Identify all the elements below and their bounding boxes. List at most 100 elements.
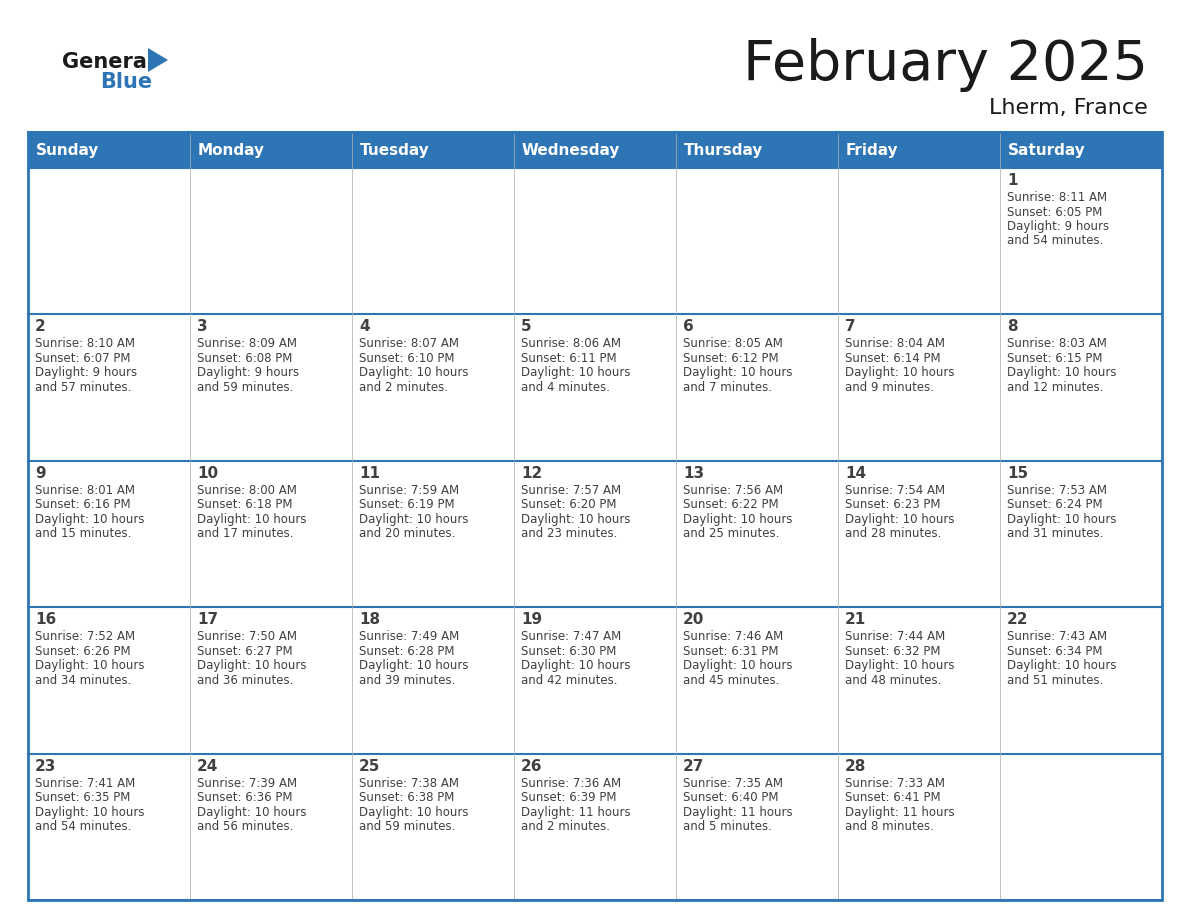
Text: Sunset: 6:41 PM: Sunset: 6:41 PM xyxy=(845,791,941,804)
Text: Sunset: 6:27 PM: Sunset: 6:27 PM xyxy=(197,644,292,657)
Bar xyxy=(839,608,999,753)
Text: and 4 minutes.: and 4 minutes. xyxy=(522,381,609,394)
Text: 20: 20 xyxy=(683,612,704,627)
Bar xyxy=(29,315,190,460)
Text: Daylight: 10 hours: Daylight: 10 hours xyxy=(1007,366,1117,379)
Text: Sunrise: 7:36 AM: Sunrise: 7:36 AM xyxy=(522,777,621,789)
Text: 27: 27 xyxy=(683,758,704,774)
Text: Sunset: 6:05 PM: Sunset: 6:05 PM xyxy=(1007,206,1102,218)
Bar xyxy=(29,132,1162,900)
Bar xyxy=(514,754,676,900)
Text: and 12 minutes.: and 12 minutes. xyxy=(1007,381,1104,394)
Text: Daylight: 10 hours: Daylight: 10 hours xyxy=(683,659,792,672)
Text: and 7 minutes.: and 7 minutes. xyxy=(683,381,772,394)
Text: Sunrise: 7:41 AM: Sunrise: 7:41 AM xyxy=(34,777,135,789)
Text: Daylight: 10 hours: Daylight: 10 hours xyxy=(522,513,631,526)
Text: Sunrise: 7:57 AM: Sunrise: 7:57 AM xyxy=(522,484,621,497)
Text: Daylight: 9 hours: Daylight: 9 hours xyxy=(197,366,299,379)
Bar xyxy=(353,169,513,314)
Text: Daylight: 10 hours: Daylight: 10 hours xyxy=(34,659,145,672)
Text: Sunset: 6:35 PM: Sunset: 6:35 PM xyxy=(34,791,131,804)
Bar xyxy=(1000,754,1162,900)
Text: Sunset: 6:14 PM: Sunset: 6:14 PM xyxy=(845,352,941,364)
Bar xyxy=(190,169,352,314)
Text: Sunrise: 7:44 AM: Sunrise: 7:44 AM xyxy=(845,630,946,644)
Text: Sunrise: 7:59 AM: Sunrise: 7:59 AM xyxy=(359,484,459,497)
Text: and 15 minutes.: and 15 minutes. xyxy=(34,527,132,541)
Bar xyxy=(190,754,352,900)
Text: Sunset: 6:18 PM: Sunset: 6:18 PM xyxy=(197,498,292,511)
Text: 26: 26 xyxy=(522,758,543,774)
Text: and 56 minutes.: and 56 minutes. xyxy=(197,820,293,834)
Bar xyxy=(676,315,838,460)
Bar xyxy=(1000,169,1162,314)
Text: Tuesday: Tuesday xyxy=(360,142,430,158)
Bar xyxy=(514,462,676,607)
Text: 10: 10 xyxy=(197,465,219,481)
Text: and 54 minutes.: and 54 minutes. xyxy=(34,820,132,834)
Text: and 42 minutes.: and 42 minutes. xyxy=(522,674,618,687)
Text: Sunset: 6:31 PM: Sunset: 6:31 PM xyxy=(683,644,778,657)
Text: 2: 2 xyxy=(34,319,46,334)
Text: Daylight: 11 hours: Daylight: 11 hours xyxy=(683,806,792,819)
Text: Sunrise: 8:11 AM: Sunrise: 8:11 AM xyxy=(1007,191,1107,204)
Text: Sunset: 6:39 PM: Sunset: 6:39 PM xyxy=(522,791,617,804)
Text: Daylight: 10 hours: Daylight: 10 hours xyxy=(1007,659,1117,672)
Bar xyxy=(839,462,999,607)
Text: 21: 21 xyxy=(845,612,866,627)
Bar xyxy=(514,608,676,753)
Text: 19: 19 xyxy=(522,612,542,627)
Text: Sunset: 6:26 PM: Sunset: 6:26 PM xyxy=(34,644,131,657)
Text: Sunrise: 7:43 AM: Sunrise: 7:43 AM xyxy=(1007,630,1107,644)
Bar xyxy=(29,132,1162,900)
Text: and 39 minutes.: and 39 minutes. xyxy=(359,674,455,687)
Text: Sunset: 6:28 PM: Sunset: 6:28 PM xyxy=(359,644,455,657)
Text: and 45 minutes.: and 45 minutes. xyxy=(683,674,779,687)
Text: Daylight: 10 hours: Daylight: 10 hours xyxy=(34,806,145,819)
Text: Daylight: 10 hours: Daylight: 10 hours xyxy=(1007,513,1117,526)
Text: Sunrise: 7:52 AM: Sunrise: 7:52 AM xyxy=(34,630,135,644)
Text: Daylight: 11 hours: Daylight: 11 hours xyxy=(522,806,631,819)
Bar xyxy=(1000,462,1162,607)
Text: Daylight: 10 hours: Daylight: 10 hours xyxy=(359,366,468,379)
Text: and 31 minutes.: and 31 minutes. xyxy=(1007,527,1104,541)
Text: Friday: Friday xyxy=(846,142,898,158)
Bar xyxy=(1000,608,1162,753)
Bar xyxy=(676,754,838,900)
Text: Sunrise: 8:04 AM: Sunrise: 8:04 AM xyxy=(845,338,944,351)
Bar xyxy=(353,608,513,753)
Text: Sunrise: 8:10 AM: Sunrise: 8:10 AM xyxy=(34,338,135,351)
Bar xyxy=(190,462,352,607)
Text: 6: 6 xyxy=(683,319,694,334)
Text: 24: 24 xyxy=(197,758,219,774)
Text: 25: 25 xyxy=(359,758,380,774)
Text: and 34 minutes.: and 34 minutes. xyxy=(34,674,132,687)
Text: and 28 minutes.: and 28 minutes. xyxy=(845,527,941,541)
Text: 5: 5 xyxy=(522,319,531,334)
Bar xyxy=(353,462,513,607)
Text: Daylight: 9 hours: Daylight: 9 hours xyxy=(34,366,137,379)
Text: 13: 13 xyxy=(683,465,704,481)
Bar xyxy=(29,132,1162,168)
Text: and 2 minutes.: and 2 minutes. xyxy=(359,381,448,394)
Text: Daylight: 10 hours: Daylight: 10 hours xyxy=(845,366,954,379)
Text: Sunset: 6:07 PM: Sunset: 6:07 PM xyxy=(34,352,131,364)
Text: and 59 minutes.: and 59 minutes. xyxy=(359,820,455,834)
Polygon shape xyxy=(148,48,168,72)
Bar xyxy=(676,608,838,753)
Text: Monday: Monday xyxy=(198,142,265,158)
Text: Daylight: 11 hours: Daylight: 11 hours xyxy=(845,806,955,819)
Text: and 2 minutes.: and 2 minutes. xyxy=(522,820,609,834)
Text: Sunset: 6:11 PM: Sunset: 6:11 PM xyxy=(522,352,617,364)
Text: Sunrise: 7:54 AM: Sunrise: 7:54 AM xyxy=(845,484,946,497)
Text: 4: 4 xyxy=(359,319,369,334)
Text: Sunrise: 8:00 AM: Sunrise: 8:00 AM xyxy=(197,484,297,497)
Text: Sunset: 6:16 PM: Sunset: 6:16 PM xyxy=(34,498,131,511)
Text: Daylight: 10 hours: Daylight: 10 hours xyxy=(359,659,468,672)
Text: Daylight: 10 hours: Daylight: 10 hours xyxy=(197,806,307,819)
Bar xyxy=(353,315,513,460)
Text: 3: 3 xyxy=(197,319,208,334)
Text: Blue: Blue xyxy=(100,72,152,92)
Text: Daylight: 10 hours: Daylight: 10 hours xyxy=(522,659,631,672)
Text: 9: 9 xyxy=(34,465,45,481)
